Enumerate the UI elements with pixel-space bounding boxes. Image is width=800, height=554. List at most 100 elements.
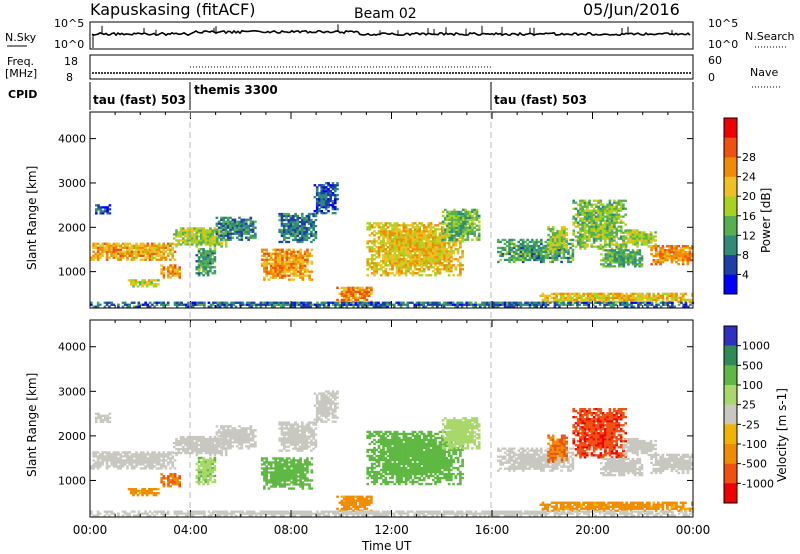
- echo-cell: [303, 230, 306, 234]
- echo-cell: [636, 229, 639, 232]
- echo-cell: [381, 301, 385, 304]
- echo-cell: [475, 210, 479, 213]
- echo-cell: [108, 250, 111, 253]
- echo-cell: [611, 294, 615, 297]
- echo-cell: [670, 294, 674, 297]
- echo-cell: [654, 249, 658, 252]
- echo-cell: [303, 222, 306, 226]
- echo-cell: [164, 250, 168, 253]
- echo-cell: [129, 492, 133, 495]
- echo-cell: [429, 250, 433, 253]
- echo-cell: [139, 463, 143, 466]
- echo-cell: [595, 209, 598, 212]
- echo-cell: [313, 210, 317, 213]
- echo-cell: [278, 250, 282, 253]
- echo-cell: [455, 216, 458, 219]
- echo-cell: [386, 222, 390, 225]
- echo-cell: [352, 305, 355, 308]
- echo-cell: [553, 256, 557, 260]
- echo-cell: [519, 305, 523, 308]
- echo-cell: [281, 256, 284, 259]
- echo-cell: [370, 266, 374, 269]
- echo-cell: [586, 219, 589, 222]
- echo-cell: [468, 216, 472, 219]
- echo-cell: [648, 298, 651, 301]
- echo-cell: [305, 236, 309, 240]
- echo-cell: [153, 256, 156, 259]
- echo-cell: [597, 217, 600, 220]
- echo-cell: [114, 459, 118, 462]
- echo-cell: [402, 248, 406, 251]
- echo-cell: [157, 252, 161, 255]
- echo-cell: [599, 217, 603, 220]
- echo-cell: [213, 239, 217, 242]
- echo-cell: [618, 298, 622, 301]
- echo-cell: [160, 477, 163, 480]
- echo-cell: [296, 230, 300, 234]
- echo-cell: [576, 213, 580, 216]
- echo-cell: [389, 254, 392, 257]
- echo-cell: [691, 292, 694, 295]
- echo-cell: [288, 248, 291, 251]
- echo-cell: [662, 303, 665, 306]
- echo-cell: [218, 233, 221, 236]
- echo-cell: [377, 248, 381, 251]
- echo-cell: [499, 258, 502, 262]
- echo-cell: [615, 251, 619, 254]
- echo-cell: [436, 260, 440, 263]
- echo-cell: [361, 288, 364, 291]
- echo-cell: [466, 234, 470, 237]
- echo-cell: [175, 441, 178, 445]
- echo-cell: [352, 290, 355, 293]
- echo-cell: [454, 268, 458, 271]
- echo-cell: [404, 258, 408, 261]
- echo-cell: [137, 244, 141, 247]
- echo-cell: [400, 224, 403, 227]
- echo-cell: [438, 250, 442, 253]
- echo-cell: [650, 253, 653, 256]
- echo-cell: [597, 211, 600, 214]
- echo-cell: [595, 239, 598, 242]
- echo-cell: [204, 264, 208, 267]
- echo-cell: [381, 305, 385, 308]
- echo-cell: [307, 222, 311, 226]
- echo-cell: [352, 296, 355, 299]
- echo-cell: [645, 296, 649, 299]
- echo-cell: [200, 237, 203, 240]
- echo-cell: [488, 301, 491, 304]
- echo-cell: [508, 240, 511, 244]
- echo-cell: [597, 205, 600, 208]
- echo-cell: [497, 260, 500, 264]
- echo-cell: [160, 467, 163, 470]
- echo-cell: [416, 246, 419, 249]
- echo-cell: [649, 237, 653, 240]
- echo-cell: [318, 202, 321, 205]
- echo-cell: [178, 301, 181, 304]
- echo-cell: [151, 246, 154, 249]
- echo-cell: [195, 266, 199, 269]
- echo-cell: [592, 211, 596, 214]
- echo-cell: [386, 238, 390, 241]
- echo-cell: [301, 214, 304, 218]
- echo-cell: [623, 301, 627, 304]
- echo-cell: [604, 259, 608, 262]
- echo-cell: [391, 238, 394, 241]
- echo-cell: [464, 226, 467, 229]
- echo-cell: [135, 250, 138, 253]
- echo-cell: [613, 237, 616, 240]
- echo-cell: [587, 292, 590, 295]
- echo-cell: [373, 242, 376, 245]
- echo-cell: [395, 224, 399, 227]
- echo-cell: [450, 224, 454, 227]
- echo-cell: [592, 225, 596, 228]
- echo-cell: [373, 248, 376, 251]
- echo-cell: [179, 451, 183, 455]
- echo-cell: [312, 232, 315, 236]
- echo-cell: [374, 301, 378, 304]
- echo-cell: [195, 243, 199, 246]
- echo-cell: [162, 485, 166, 488]
- echo-cell: [471, 228, 474, 231]
- echo-cell: [290, 256, 293, 259]
- echo-cell: [108, 212, 112, 215]
- echo-cell: [455, 218, 458, 221]
